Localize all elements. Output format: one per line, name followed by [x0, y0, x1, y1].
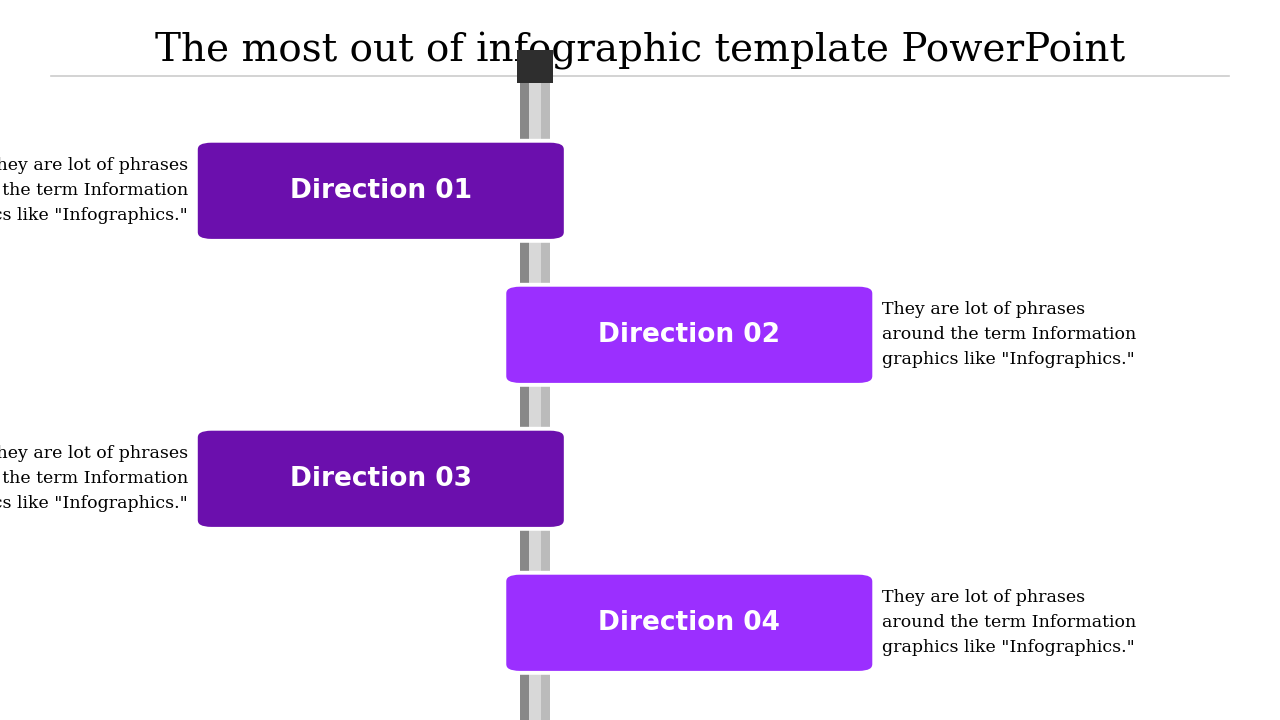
FancyBboxPatch shape	[504, 284, 874, 384]
FancyBboxPatch shape	[196, 428, 566, 528]
FancyBboxPatch shape	[520, 50, 530, 720]
Text: Direction 03: Direction 03	[289, 466, 472, 492]
Text: The most out of infographic template PowerPoint: The most out of infographic template Pow…	[155, 32, 1125, 71]
Text: They are lot of phrases
around the term Information
graphics like "Infographics.: They are lot of phrases around the term …	[0, 446, 188, 512]
FancyBboxPatch shape	[504, 573, 874, 672]
FancyBboxPatch shape	[529, 50, 541, 720]
Text: They are lot of phrases
around the term Information
graphics like "Infographics.: They are lot of phrases around the term …	[882, 302, 1137, 368]
FancyBboxPatch shape	[196, 141, 566, 240]
Text: Direction 04: Direction 04	[598, 610, 781, 636]
Text: They are lot of phrases
around the term Information
graphics like "Infographics.: They are lot of phrases around the term …	[0, 158, 188, 224]
FancyBboxPatch shape	[530, 50, 550, 720]
Text: Direction 02: Direction 02	[598, 322, 781, 348]
Text: Direction 01: Direction 01	[289, 178, 472, 204]
Text: They are lot of phrases
around the term Information
graphics like "Infographics.: They are lot of phrases around the term …	[882, 590, 1137, 656]
FancyBboxPatch shape	[517, 50, 553, 83]
